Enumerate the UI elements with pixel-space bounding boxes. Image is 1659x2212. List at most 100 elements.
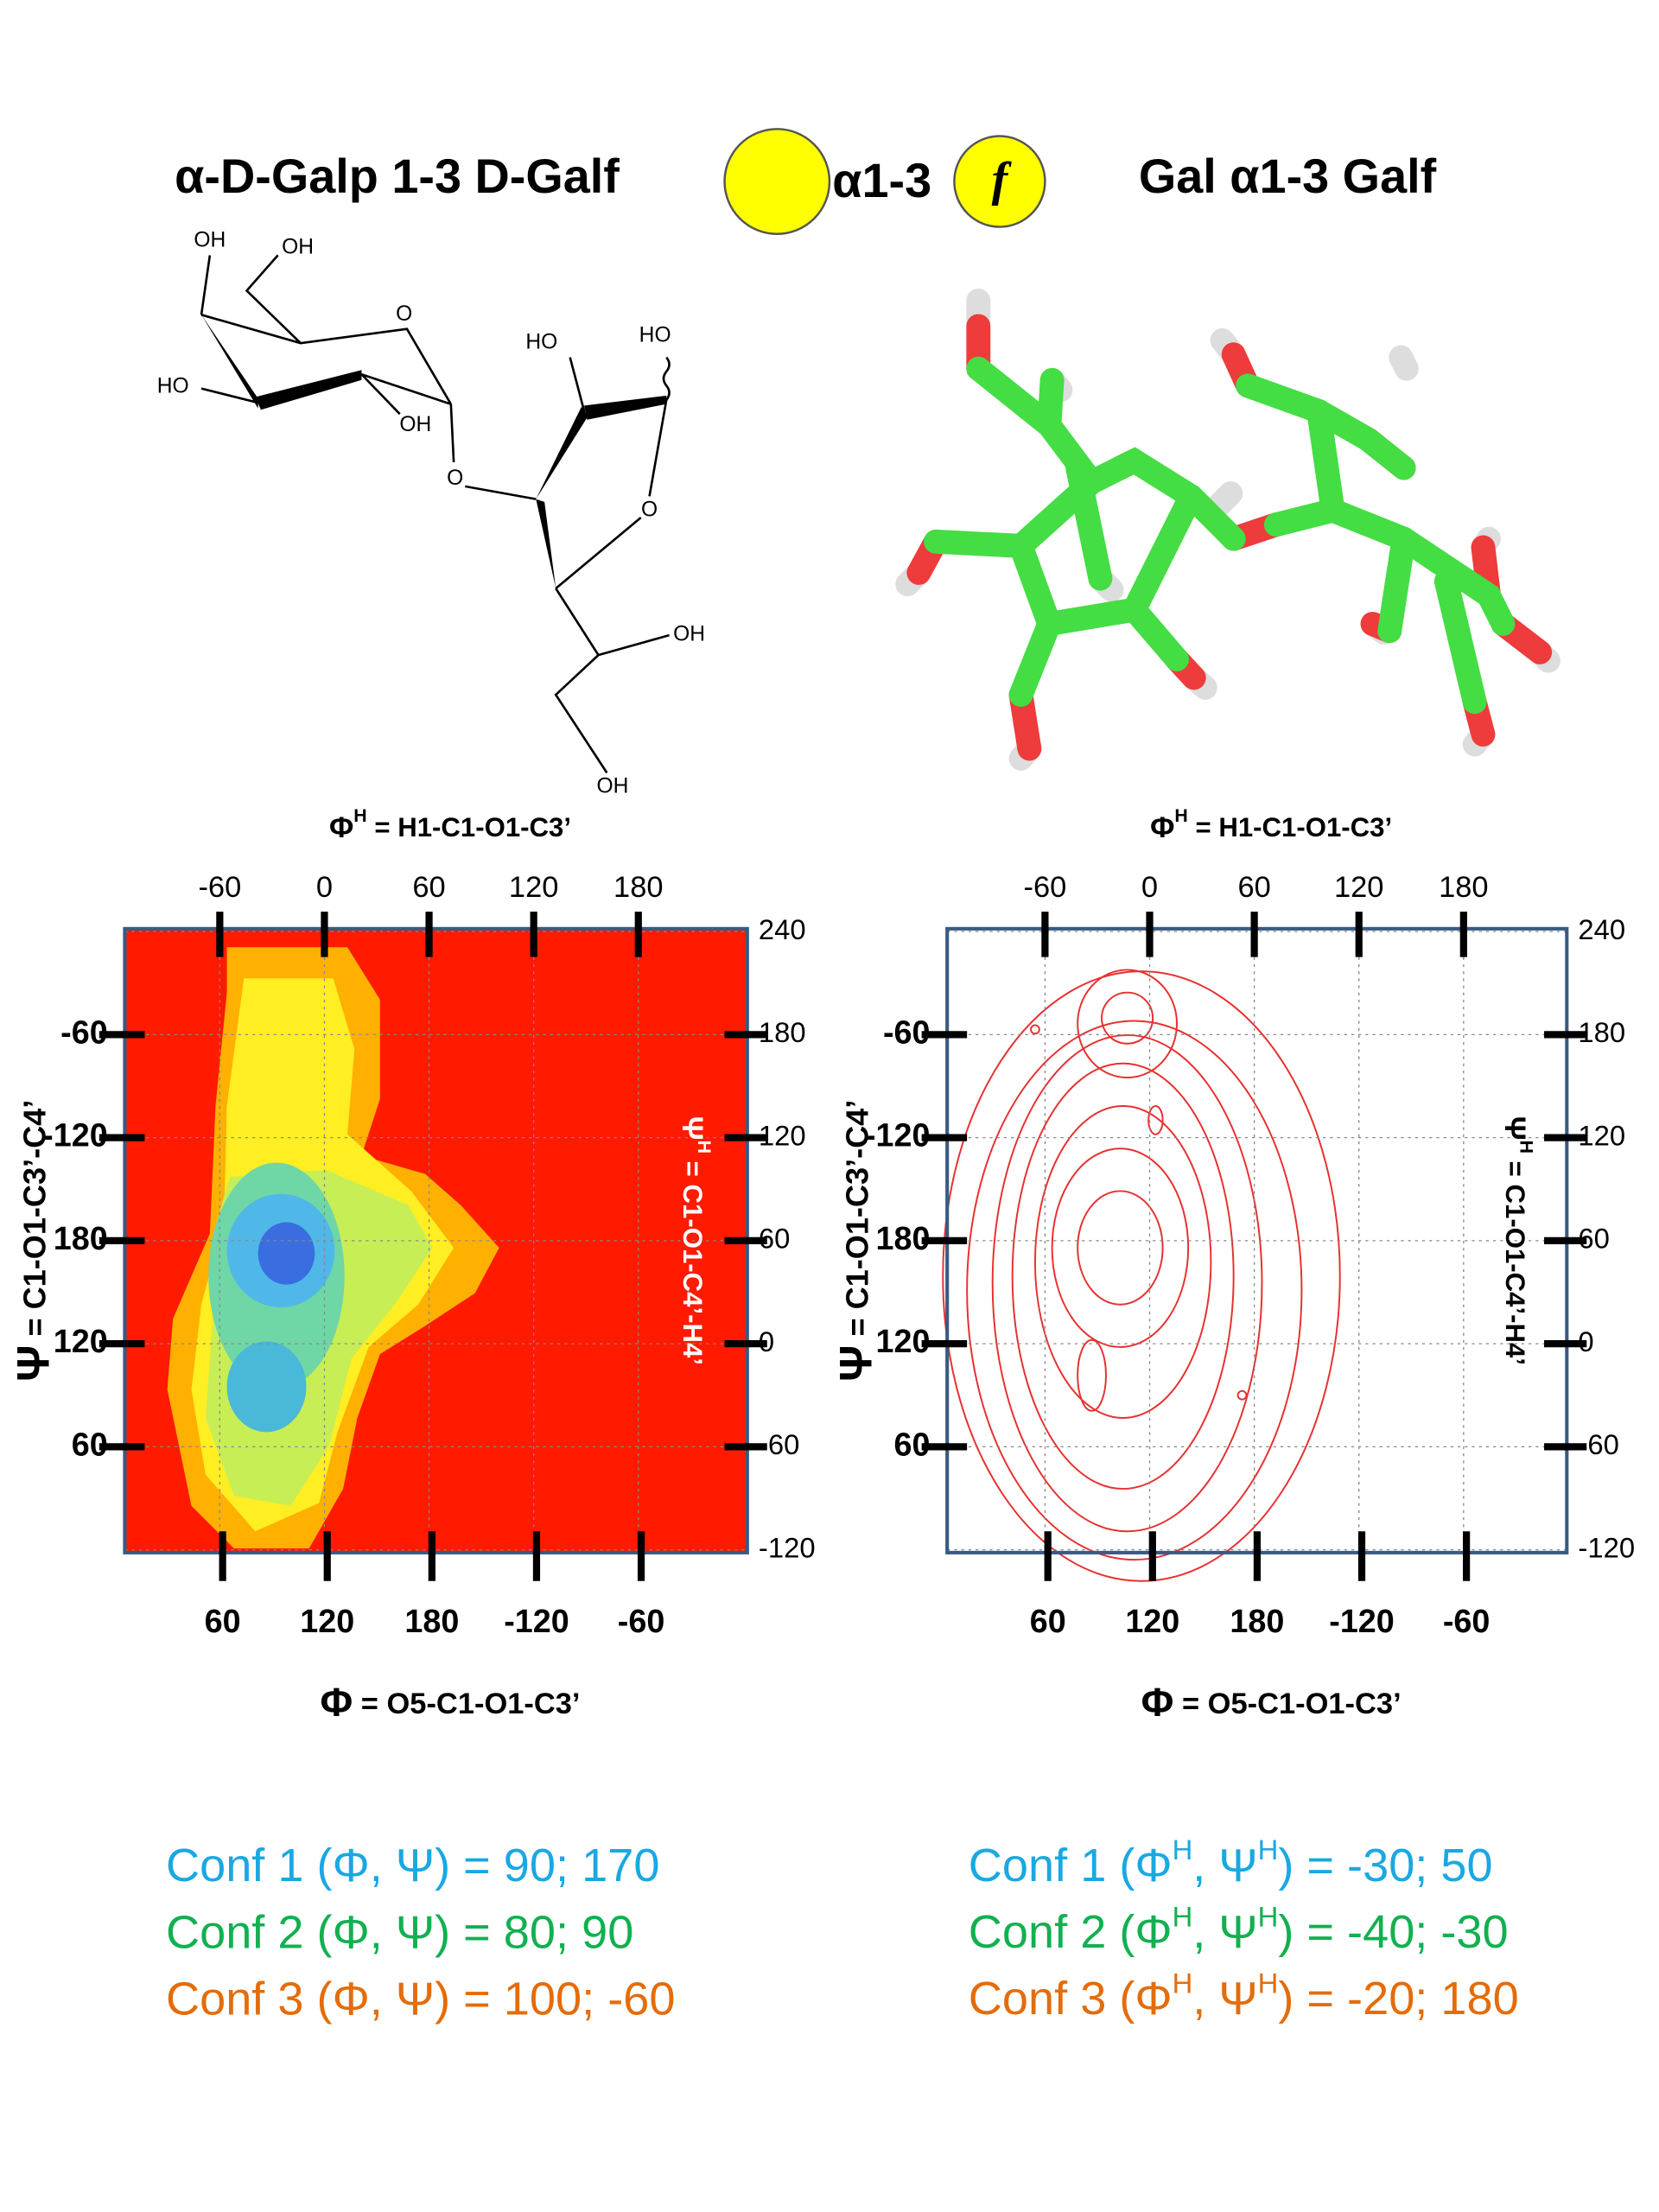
right-tick-label: 0 bbox=[1578, 1325, 1593, 1357]
axis-symbol: Φ bbox=[321, 1680, 353, 1725]
galp-symbol bbox=[723, 128, 831, 235]
atom-label: HO bbox=[157, 374, 189, 397]
wedge-bond bbox=[201, 315, 258, 409]
contour-line bbox=[1051, 1147, 1190, 1348]
atom-label: O bbox=[641, 498, 658, 521]
conformation-text: Conf 2 (Φ bbox=[969, 1906, 1173, 1958]
superscript: H bbox=[1173, 1900, 1193, 1932]
right-tick-label: 60 bbox=[1578, 1223, 1610, 1255]
plot: -60 0 60 120 180 60 120 180 -120 -60 240 180 120 60 0 -… bbox=[9, 805, 816, 1725]
atom-label: OH bbox=[194, 228, 226, 251]
axis-superscript: H bbox=[1516, 1141, 1537, 1154]
axis-text: = C1-O1-C4’-H4’ bbox=[677, 1154, 708, 1365]
atom-label: OH bbox=[399, 413, 431, 436]
bond bbox=[569, 357, 586, 412]
contour-line bbox=[1011, 1062, 1235, 1491]
top-tick-label: -60 bbox=[1024, 871, 1067, 904]
axis-text: = O5-C1-O1-C3’ bbox=[1173, 1688, 1401, 1720]
axis-text: = H1-C1-O1-C3’ bbox=[1188, 812, 1392, 842]
contours bbox=[942, 969, 1341, 1582]
top-tick-label: -60 bbox=[198, 871, 241, 904]
conformation-text: ) = -40; -30 bbox=[1278, 1906, 1508, 1958]
right-title: Gal α1-3 Galf bbox=[1139, 149, 1437, 203]
atom-label: OH bbox=[282, 236, 314, 259]
contour-line bbox=[1077, 1338, 1107, 1412]
bond bbox=[360, 373, 401, 416]
atom-label: HO bbox=[525, 331, 557, 354]
right-tick-label: 240 bbox=[759, 913, 806, 945]
wavy-bond bbox=[662, 356, 671, 401]
bottom-tick-label: -120 bbox=[1329, 1603, 1395, 1639]
left-tick-label: -120 bbox=[42, 1117, 108, 1154]
bond bbox=[361, 372, 452, 405]
top-tick-label: 180 bbox=[613, 871, 663, 904]
axis-symbol: Ψ bbox=[830, 1345, 881, 1382]
axis-symbol: Φ bbox=[329, 811, 353, 844]
conformation-text: , Ψ bbox=[1192, 1906, 1257, 1958]
bond bbox=[554, 654, 608, 774]
conformation-text: Conf 1 (Φ bbox=[969, 1840, 1173, 1891]
conformation-text: ) = -20; 180 bbox=[1278, 1973, 1518, 2024]
bottom-tick-label: -60 bbox=[618, 1603, 665, 1639]
bond bbox=[465, 485, 537, 500]
contour-line bbox=[1030, 1024, 1040, 1035]
left-tick-label: 120 bbox=[54, 1323, 108, 1359]
axis-superscript: H bbox=[1174, 805, 1187, 826]
atom-label: HO bbox=[639, 323, 671, 346]
top-tick-label: 180 bbox=[1439, 871, 1488, 904]
left-tick-label: -120 bbox=[865, 1117, 931, 1154]
bottom-tick-label: 60 bbox=[1030, 1603, 1066, 1639]
contour-line bbox=[1101, 991, 1154, 1045]
right-tick-label: 180 bbox=[759, 1016, 806, 1048]
top-tick-label: 0 bbox=[1141, 871, 1158, 904]
contour-line bbox=[1236, 1389, 1248, 1401]
axis-label: ΨH = C1-O1-C4’-H4’ bbox=[676, 1116, 715, 1365]
conformation-text: ) = -30; 50 bbox=[1278, 1840, 1492, 1891]
axis-text: = C1-O1-C4’-H4’ bbox=[1500, 1154, 1530, 1365]
axis-text: = C1-O1-C3’-C4’ bbox=[839, 1100, 874, 1345]
bottom-tick-label: 60 bbox=[205, 1603, 241, 1639]
right-tick-label: 120 bbox=[759, 1119, 806, 1151]
atom-label: O bbox=[396, 302, 412, 326]
bottom-tick-label: 180 bbox=[404, 1603, 459, 1639]
superscript: H bbox=[1258, 1900, 1279, 1932]
top-tick-label: 120 bbox=[1334, 871, 1383, 904]
bond bbox=[648, 399, 668, 497]
right-tick-label: 240 bbox=[1578, 913, 1625, 945]
superscript: H bbox=[1258, 1967, 1279, 1999]
bottom-tick-label: -60 bbox=[1443, 1603, 1491, 1639]
axis-text: = C1-O1-C3’-C4’ bbox=[16, 1100, 52, 1345]
contour-line bbox=[966, 1020, 1303, 1561]
bond bbox=[245, 254, 302, 345]
right-tick-label: -60 bbox=[1578, 1428, 1618, 1460]
bond bbox=[200, 387, 258, 404]
axis-symbol: Φ bbox=[1150, 811, 1174, 844]
axis-label: Ψ = C1-O1-C3’-C4’ bbox=[9, 1100, 60, 1382]
axis-label: ΦH = H1-C1-O1-C3’ bbox=[329, 805, 571, 844]
conformation-text: , Ψ bbox=[1192, 1973, 1257, 2024]
right-tick-label: 180 bbox=[1578, 1016, 1625, 1048]
atom-label: OH bbox=[673, 623, 705, 646]
figure-content: α-D-Galp 1-3 D-Galf α1-3 f Gal α1-3 Galf… bbox=[9, 128, 1636, 2024]
plots: -60 0 60 120 180 60 120 180 -120 -60 240 180 120 60 0 -… bbox=[9, 805, 1636, 1725]
axis-label: Φ = O5-C1-O1-C3’ bbox=[321, 1680, 581, 1725]
right-tick-label: 120 bbox=[1578, 1119, 1625, 1151]
bold-bonds bbox=[201, 315, 667, 589]
atom-label: O bbox=[447, 467, 463, 490]
conformation-text: , Ψ bbox=[1192, 1840, 1257, 1891]
top-tick-label: 0 bbox=[316, 871, 333, 904]
axis-label: ΨH = C1-O1-C4’-H4’ bbox=[1498, 1116, 1537, 1365]
axis-symbol: Ψ bbox=[9, 1345, 60, 1382]
galf-symbol bbox=[953, 135, 1046, 228]
left-tick-label: 180 bbox=[54, 1220, 108, 1256]
superscript: H bbox=[1258, 1834, 1279, 1866]
bold-bond bbox=[255, 370, 362, 410]
contour-line bbox=[1077, 1190, 1164, 1306]
right-tick-label: -60 bbox=[759, 1428, 799, 1460]
axis-label: Ψ = C1-O1-C3’-C4’ bbox=[830, 1100, 881, 1382]
axis-superscript: H bbox=[694, 1141, 715, 1154]
bottom-tick-label: 180 bbox=[1230, 1603, 1284, 1639]
heatmap-region bbox=[257, 1222, 315, 1285]
